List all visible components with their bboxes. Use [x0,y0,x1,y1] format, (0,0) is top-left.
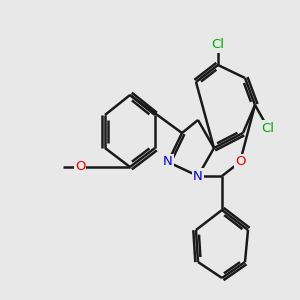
Text: O: O [235,155,245,169]
Text: Cl: Cl [262,122,275,134]
Text: N: N [193,169,203,182]
Text: O: O [75,160,85,173]
Text: Cl: Cl [212,38,224,52]
Text: N: N [163,155,173,169]
